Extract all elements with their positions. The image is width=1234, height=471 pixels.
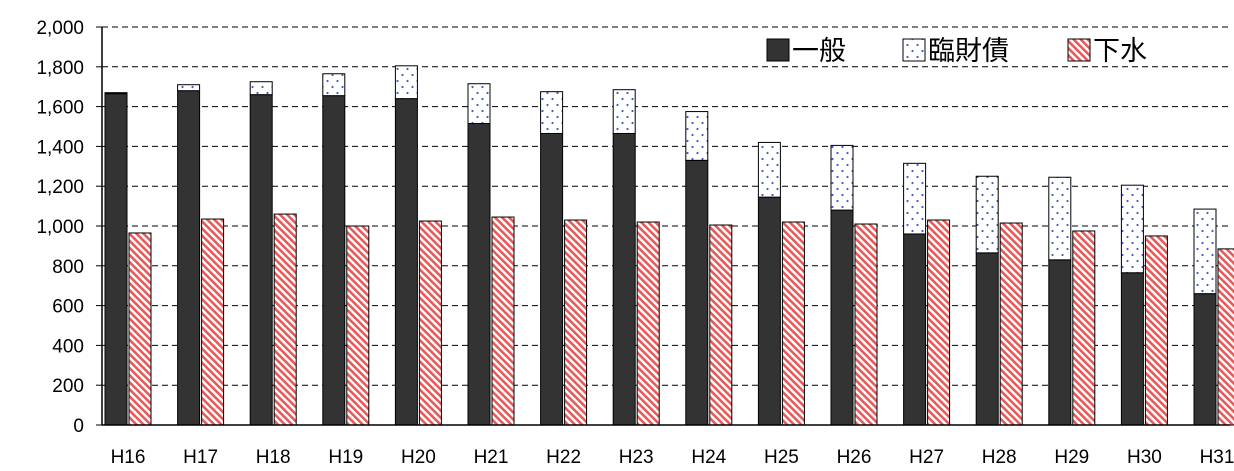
bar-rinzaisai: [903, 162, 927, 235]
x-tick-label: H24: [691, 447, 726, 468]
bar-ippan: [685, 159, 709, 426]
bar-rinzaisai: [177, 84, 201, 92]
bar-gesui: [564, 219, 588, 426]
bar-gesui: [346, 225, 370, 426]
bar-gesui: [418, 220, 442, 426]
bar-rinzaisai: [757, 141, 781, 198]
gridlines: [102, 26, 1230, 386]
bar-gesui: [201, 218, 225, 426]
y-tick-label: 1,200: [36, 177, 84, 198]
bar-rinzaisai: [612, 89, 636, 134]
bar-ippan: [322, 95, 346, 426]
x-tick-label: H29: [1054, 447, 1089, 468]
bar-gesui: [999, 222, 1023, 426]
bar-ippan: [177, 90, 201, 426]
bar-gesui: [854, 223, 878, 426]
bar-ippan: [757, 196, 781, 426]
bar-gesui: [1072, 230, 1096, 426]
bar-ippan: [830, 209, 854, 426]
bar-gesui: [273, 213, 297, 426]
bar-ippan: [903, 233, 927, 426]
y-tick-label: 1,800: [36, 58, 84, 79]
x-tick-label: H19: [328, 447, 363, 468]
bar-gesui: [709, 224, 733, 426]
bar-gesui: [781, 221, 805, 426]
bar-gesui: [1217, 248, 1234, 426]
bars: [104, 65, 1234, 426]
bar-rinzaisai: [975, 175, 999, 254]
y-tick-label: 2,000: [36, 18, 84, 39]
bar-gesui: [927, 219, 951, 426]
bar-ippan: [1120, 272, 1144, 426]
x-tick-label: H22: [546, 447, 581, 468]
legend-swatch-gesui: [1067, 38, 1091, 62]
bar-ippan: [394, 98, 418, 426]
legend: 一般 臨財債 下水: [766, 36, 1147, 67]
y-tick-label: 400: [52, 336, 84, 357]
bar-rinzaisai: [249, 81, 273, 96]
y-tick-label: 200: [52, 376, 84, 397]
x-tick-label: H18: [256, 447, 291, 468]
bar-ippan: [975, 252, 999, 426]
x-tick-label: H25: [764, 447, 799, 468]
x-tick-label: H21: [474, 447, 509, 468]
x-tick-label: H27: [909, 447, 944, 468]
bar-rinzaisai: [394, 65, 418, 100]
bar-gesui: [1144, 235, 1168, 426]
bar-ippan: [1048, 259, 1072, 426]
bar-gesui: [128, 232, 152, 426]
bar-ippan: [612, 132, 636, 426]
bar-rinzaisai: [104, 92, 128, 95]
legend-swatch-ippan: [766, 38, 790, 62]
y-tick-label: 800: [52, 257, 84, 278]
bar-ippan: [1193, 293, 1217, 426]
x-tick-label: H28: [982, 447, 1017, 468]
y-tick-label: 1,600: [36, 98, 84, 119]
legend-label-gesui: 下水: [1093, 36, 1147, 67]
bar-rinzaisai: [322, 73, 346, 97]
x-tick-label: H16: [111, 447, 146, 468]
bar-gesui: [491, 216, 515, 426]
y-tick-label: 1,000: [36, 217, 84, 238]
bar-rinzaisai: [467, 83, 491, 125]
bar-rinzaisai: [1048, 176, 1072, 261]
bar-ippan: [249, 94, 273, 426]
legend-swatch-rinzaisai: [902, 38, 926, 62]
y-tick-labels: 0 200 400 600 800 1,000 1,200 1,400 1,600 1,800 2,…: [36, 18, 84, 437]
x-tick-label: H30: [1127, 447, 1162, 468]
bar-rinzaisai: [1120, 184, 1144, 274]
x-tick-label: H23: [619, 447, 654, 468]
bar-rinzaisai: [1193, 208, 1217, 295]
y-tick-label: 1,400: [36, 137, 84, 158]
x-tick-label: H31: [1200, 447, 1234, 468]
y-tick-label: 0: [73, 416, 84, 437]
bar-ippan: [540, 132, 564, 426]
x-tick-label: H17: [183, 447, 218, 468]
bar-ippan: [104, 93, 128, 426]
x-tick-label: H20: [401, 447, 436, 468]
bar-gesui: [636, 221, 660, 426]
legend-label-rinzaisai: 臨財債: [928, 36, 1009, 67]
axes: [96, 26, 1230, 426]
x-tick-labels: H16 H17 H18 H19 H20 H21 H22 H23 H24 H25 H26 H27 H28 H…: [111, 447, 1234, 468]
x-tick-label: H26: [837, 447, 872, 468]
bar-rinzaisai: [685, 111, 709, 161]
bar-ippan: [467, 123, 491, 426]
legend-label-ippan: 一般: [792, 36, 846, 67]
y-tick-label: 600: [52, 297, 84, 318]
bar-rinzaisai: [830, 144, 854, 211]
bar-rinzaisai: [540, 91, 564, 134]
